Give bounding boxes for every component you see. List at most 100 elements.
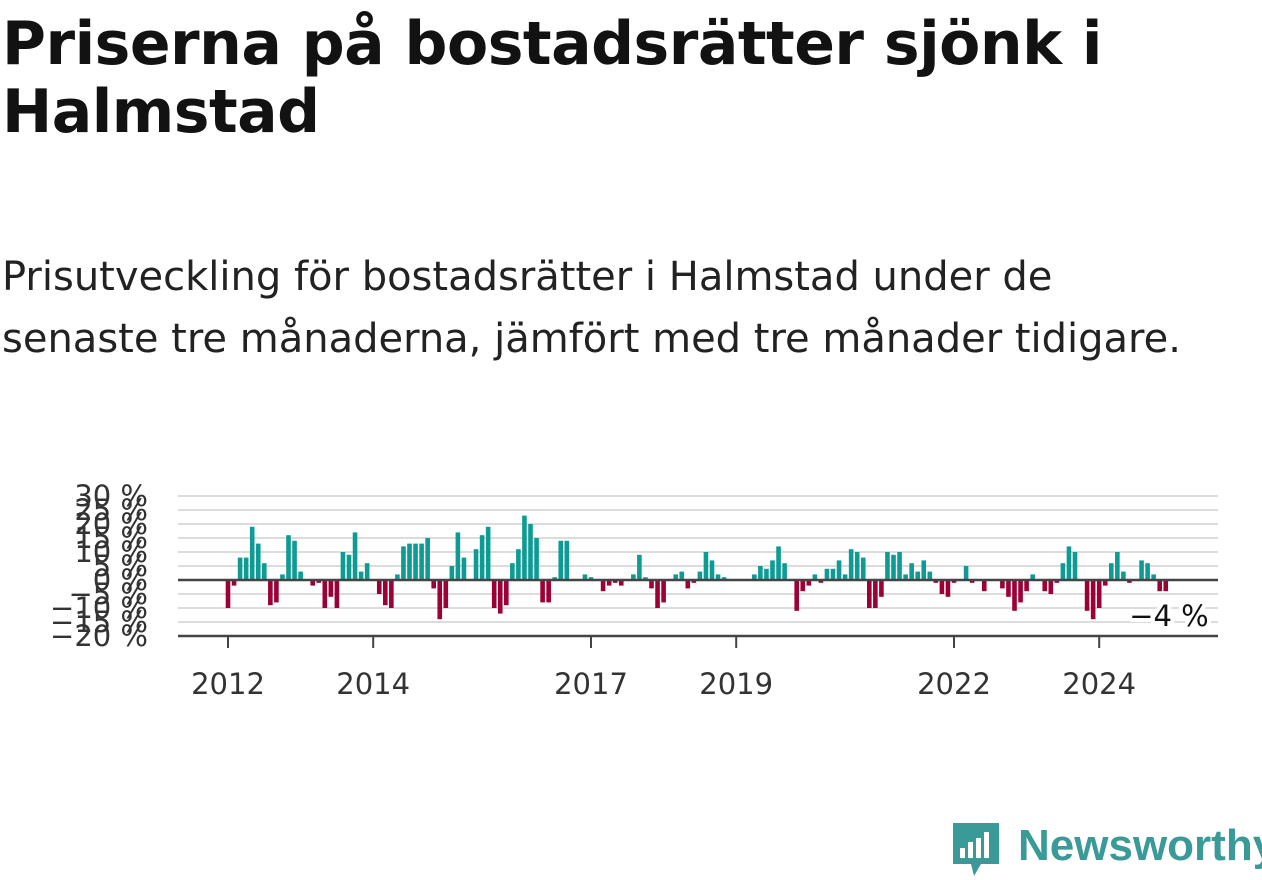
bar bbox=[540, 580, 545, 602]
bar bbox=[710, 560, 715, 580]
chart-title: Priserna på bostadsrätter sjönk i Halmst… bbox=[2, 10, 1242, 146]
bar bbox=[286, 535, 291, 580]
bar bbox=[329, 580, 334, 597]
bar bbox=[274, 580, 279, 602]
bar bbox=[365, 563, 370, 580]
newsworthy-logo: Newsworthy bbox=[950, 818, 1260, 878]
bar bbox=[1018, 580, 1023, 602]
bar bbox=[238, 558, 243, 580]
x-tick-label: 2012 bbox=[191, 667, 265, 701]
bar bbox=[1000, 580, 1005, 588]
bar bbox=[383, 580, 388, 605]
bar bbox=[1067, 546, 1072, 580]
bar bbox=[776, 546, 781, 580]
bar bbox=[982, 580, 987, 591]
bar bbox=[1012, 580, 1017, 611]
bar bbox=[256, 544, 261, 580]
bar bbox=[534, 538, 539, 580]
bar bbox=[419, 544, 424, 580]
bar bbox=[686, 580, 691, 588]
bar bbox=[897, 552, 902, 580]
bar bbox=[407, 544, 412, 580]
bar bbox=[861, 558, 866, 580]
bar bbox=[1085, 580, 1090, 611]
chart-bubble-icon bbox=[950, 820, 1002, 880]
bar bbox=[546, 580, 551, 602]
bar bbox=[891, 555, 896, 580]
bar bbox=[1006, 580, 1011, 597]
bar bbox=[341, 552, 346, 580]
bar bbox=[928, 572, 933, 580]
bar bbox=[492, 580, 497, 608]
bar bbox=[679, 572, 684, 580]
bar bbox=[480, 535, 485, 580]
bar bbox=[885, 552, 890, 580]
bar bbox=[444, 580, 449, 608]
bar bbox=[1073, 552, 1078, 580]
bar bbox=[698, 572, 703, 580]
bar bbox=[758, 566, 763, 580]
bar bbox=[873, 580, 878, 608]
bar bbox=[1061, 563, 1066, 580]
bar bbox=[250, 527, 255, 580]
bar bbox=[1024, 580, 1029, 591]
bar bbox=[1121, 572, 1126, 580]
bar bbox=[1042, 580, 1047, 591]
bar bbox=[298, 572, 303, 580]
bar bbox=[704, 552, 709, 580]
bar bbox=[601, 580, 606, 591]
grid-lines bbox=[178, 496, 1218, 622]
bar bbox=[921, 560, 926, 580]
bar bbox=[268, 580, 273, 605]
y-axis-labels: 30 %25 %20 %15 %10 %5 %0 %−5 %−10 %−15 %… bbox=[50, 479, 148, 653]
bar bbox=[637, 555, 642, 580]
bars bbox=[226, 516, 1168, 620]
bar bbox=[377, 580, 382, 594]
bar bbox=[425, 538, 430, 580]
bar bbox=[516, 549, 521, 580]
bar bbox=[1049, 580, 1054, 594]
bar bbox=[244, 558, 249, 580]
x-tick-label: 2022 bbox=[917, 667, 991, 701]
bar bbox=[528, 524, 533, 580]
bar bbox=[770, 560, 775, 580]
bar bbox=[964, 566, 969, 580]
bar bbox=[437, 580, 442, 619]
bar bbox=[800, 580, 805, 591]
x-tick-label: 2017 bbox=[554, 667, 628, 701]
bar bbox=[764, 569, 769, 580]
bar bbox=[782, 563, 787, 580]
bar bbox=[1139, 560, 1144, 580]
bar bbox=[849, 549, 854, 580]
bar bbox=[498, 580, 503, 614]
bar bbox=[450, 566, 455, 580]
bar bbox=[462, 558, 467, 580]
bar bbox=[1157, 580, 1162, 591]
bar bbox=[655, 580, 660, 608]
bar bbox=[855, 552, 860, 580]
brand-name: Newsworthy bbox=[1018, 818, 1262, 874]
axes bbox=[178, 580, 1218, 648]
bar bbox=[522, 516, 527, 580]
bar bbox=[226, 580, 231, 608]
chart-subtitle: Prisutveckling för bostadsrätter i Halms… bbox=[2, 246, 1202, 370]
bar bbox=[946, 580, 951, 597]
bar bbox=[456, 532, 461, 580]
bar bbox=[486, 527, 491, 580]
bar bbox=[794, 580, 799, 611]
x-tick-label: 2019 bbox=[699, 667, 773, 701]
bar bbox=[347, 555, 352, 580]
bar bbox=[262, 563, 267, 580]
y-tick-label: −20 % bbox=[50, 619, 148, 653]
bar bbox=[831, 569, 836, 580]
bar bbox=[558, 541, 563, 580]
bar bbox=[292, 541, 297, 580]
bar bbox=[323, 580, 328, 608]
bar bbox=[940, 580, 945, 594]
bar bbox=[353, 532, 358, 580]
x-tick-label: 2024 bbox=[1062, 667, 1136, 701]
bar bbox=[879, 580, 884, 597]
bar bbox=[825, 569, 830, 580]
bar bbox=[335, 580, 340, 608]
bar-chart: 30 %25 %20 %15 %10 %5 %0 %−5 %−10 %−15 %… bbox=[0, 470, 1262, 710]
